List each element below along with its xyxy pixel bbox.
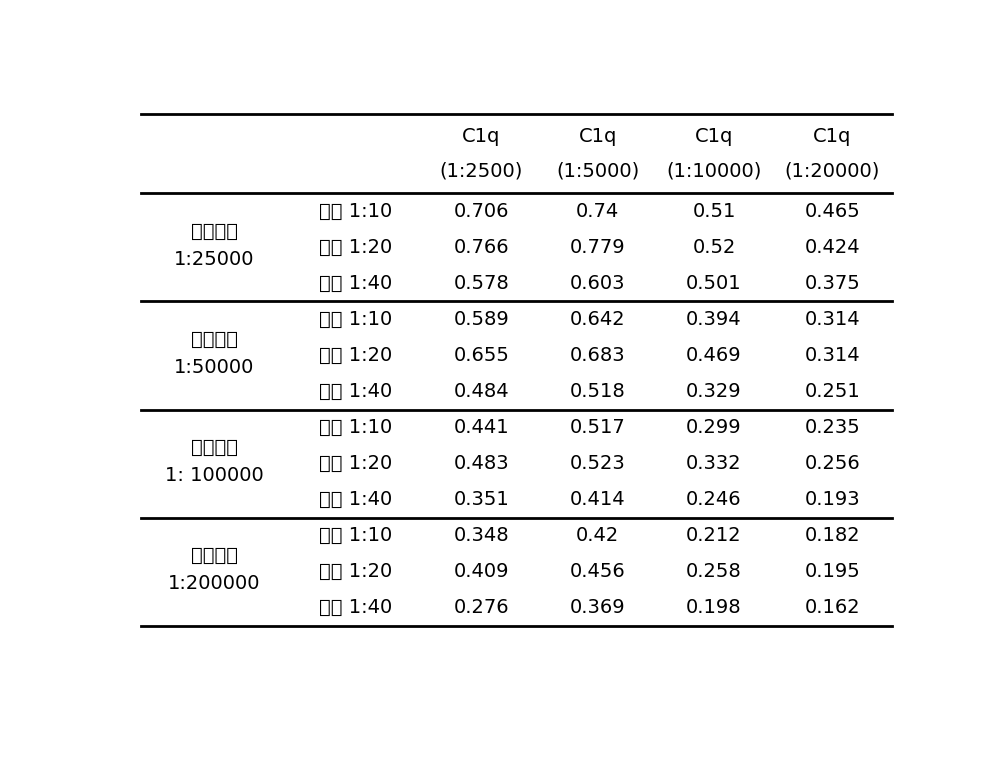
Text: 血浆 1:40: 血浆 1:40: [319, 490, 392, 509]
Text: 血浆 1:10: 血浆 1:10: [319, 526, 392, 545]
Text: 0.235: 0.235: [804, 418, 860, 437]
Text: 0.369: 0.369: [570, 598, 626, 617]
Text: 0.501: 0.501: [686, 274, 742, 293]
Text: 0.182: 0.182: [804, 526, 860, 545]
Text: 0.258: 0.258: [686, 562, 742, 581]
Text: 0.484: 0.484: [454, 382, 509, 401]
Text: 0.193: 0.193: [804, 490, 860, 509]
Text: 0.469: 0.469: [686, 346, 742, 365]
Text: 血浆 1:20: 血浆 1:20: [319, 562, 392, 581]
Text: 0.375: 0.375: [804, 274, 860, 293]
Text: 1: 100000: 1: 100000: [165, 466, 264, 485]
Text: C1q: C1q: [695, 127, 733, 146]
Text: 0.766: 0.766: [454, 238, 509, 257]
Text: 0.603: 0.603: [570, 274, 626, 293]
Text: (1:2500): (1:2500): [440, 162, 523, 181]
Text: 0.456: 0.456: [570, 562, 626, 581]
Text: 血浆 1:10: 血浆 1:10: [319, 202, 392, 221]
Text: (1:20000): (1:20000): [784, 162, 880, 181]
Text: 0.74: 0.74: [576, 202, 619, 221]
Text: (1:5000): (1:5000): [556, 162, 639, 181]
Text: 0.578: 0.578: [454, 274, 509, 293]
Text: 血浆 1:40: 血浆 1:40: [319, 382, 392, 401]
Text: 0.351: 0.351: [454, 490, 509, 509]
Text: 0.589: 0.589: [454, 310, 509, 329]
Text: 抗砷抗体: 抗砷抗体: [191, 546, 238, 565]
Text: 抗砷抗体: 抗砷抗体: [191, 222, 238, 241]
Text: 0.314: 0.314: [804, 310, 860, 329]
Text: 血浆 1:20: 血浆 1:20: [319, 238, 392, 257]
Text: (1:10000): (1:10000): [666, 162, 762, 181]
Text: 血浆 1:10: 血浆 1:10: [319, 418, 392, 437]
Text: 0.256: 0.256: [804, 454, 860, 473]
Text: 0.52: 0.52: [692, 238, 736, 257]
Text: 血浆 1:20: 血浆 1:20: [319, 454, 392, 473]
Text: 血浆 1:40: 血浆 1:40: [319, 274, 392, 293]
Text: C1q: C1q: [579, 127, 617, 146]
Text: 抗砷抗体: 抗砷抗体: [191, 438, 238, 457]
Text: 0.409: 0.409: [454, 562, 509, 581]
Text: C1q: C1q: [813, 127, 851, 146]
Text: 0.483: 0.483: [454, 454, 509, 473]
Text: 血浆 1:10: 血浆 1:10: [319, 310, 392, 329]
Text: 0.314: 0.314: [804, 346, 860, 365]
Text: C1q: C1q: [462, 127, 501, 146]
Text: 0.523: 0.523: [570, 454, 626, 473]
Text: 0.195: 0.195: [804, 562, 860, 581]
Text: 0.518: 0.518: [570, 382, 626, 401]
Text: 0.42: 0.42: [576, 526, 619, 545]
Text: 血浆 1:40: 血浆 1:40: [319, 598, 392, 617]
Text: 0.706: 0.706: [454, 202, 509, 221]
Text: 0.655: 0.655: [454, 346, 509, 365]
Text: 0.779: 0.779: [570, 238, 626, 257]
Text: 0.276: 0.276: [454, 598, 509, 617]
Text: 0.332: 0.332: [686, 454, 742, 473]
Text: 0.642: 0.642: [570, 310, 626, 329]
Text: 0.162: 0.162: [804, 598, 860, 617]
Text: 0.198: 0.198: [686, 598, 742, 617]
Text: 0.683: 0.683: [570, 346, 626, 365]
Text: 0.246: 0.246: [686, 490, 742, 509]
Text: 0.414: 0.414: [570, 490, 626, 509]
Text: 0.517: 0.517: [570, 418, 626, 437]
Text: 1:50000: 1:50000: [174, 357, 254, 376]
Text: 0.394: 0.394: [686, 310, 742, 329]
Text: 0.329: 0.329: [686, 382, 742, 401]
Text: 0.424: 0.424: [804, 238, 860, 257]
Text: 0.212: 0.212: [686, 526, 742, 545]
Text: 0.299: 0.299: [686, 418, 742, 437]
Text: 0.251: 0.251: [804, 382, 860, 401]
Text: 0.465: 0.465: [804, 202, 860, 221]
Text: 0.348: 0.348: [454, 526, 509, 545]
Text: 0.51: 0.51: [692, 202, 736, 221]
Text: 1:200000: 1:200000: [168, 574, 260, 593]
Text: 血浆 1:20: 血浆 1:20: [319, 346, 392, 365]
Text: 1:25000: 1:25000: [174, 250, 254, 269]
Text: 抗砷抗体: 抗砷抗体: [191, 329, 238, 348]
Text: 0.441: 0.441: [454, 418, 509, 437]
